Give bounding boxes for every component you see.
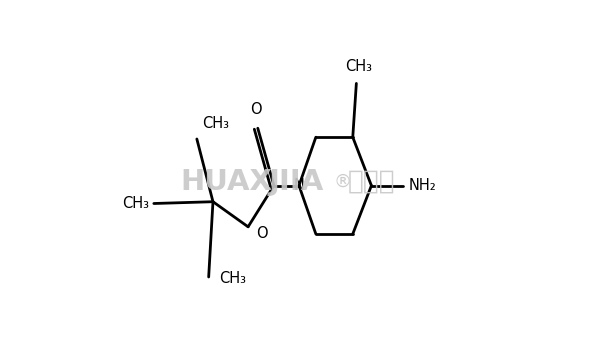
Text: CH₃: CH₃	[219, 271, 246, 286]
Text: 化学加: 化学加	[347, 169, 395, 195]
Text: HUAX: HUAX	[181, 168, 273, 196]
Text: CH₃: CH₃	[123, 196, 150, 211]
Text: NH₂: NH₂	[408, 178, 437, 193]
Text: CH₃: CH₃	[202, 116, 229, 131]
Text: CH₃: CH₃	[344, 59, 371, 75]
Text: JIIA: JIIA	[269, 168, 324, 196]
Text: ®: ®	[333, 173, 351, 191]
Text: N: N	[294, 178, 304, 193]
Text: O: O	[256, 226, 268, 241]
Text: O: O	[250, 103, 262, 118]
